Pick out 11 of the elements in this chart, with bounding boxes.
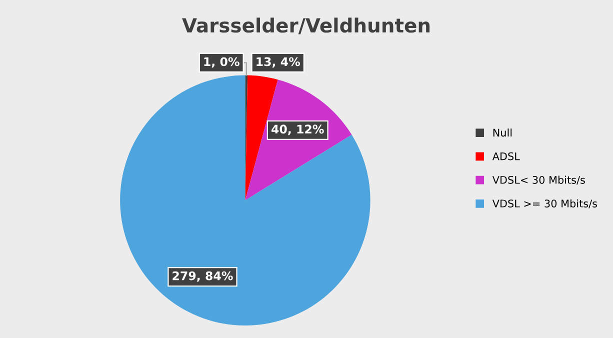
- legend-label: VDSL >= 30 Mbits/s: [492, 199, 597, 208]
- data-label: 1, 0%: [204, 57, 240, 68]
- data-label: 40, 12%: [272, 124, 324, 136]
- pie-slice: [120, 75, 370, 326]
- data-label: 13, 4%: [256, 57, 300, 68]
- legend-label: Null: [493, 128, 512, 137]
- data-label: 279, 84%: [172, 271, 233, 282]
- chart-title: Varsselder/Veldhunten: [182, 18, 430, 34]
- legend-label: VDSL< 30 Mbits/s: [492, 176, 585, 185]
- pie-slice: [245, 75, 248, 200]
- legend-label: ADSL: [492, 152, 520, 160]
